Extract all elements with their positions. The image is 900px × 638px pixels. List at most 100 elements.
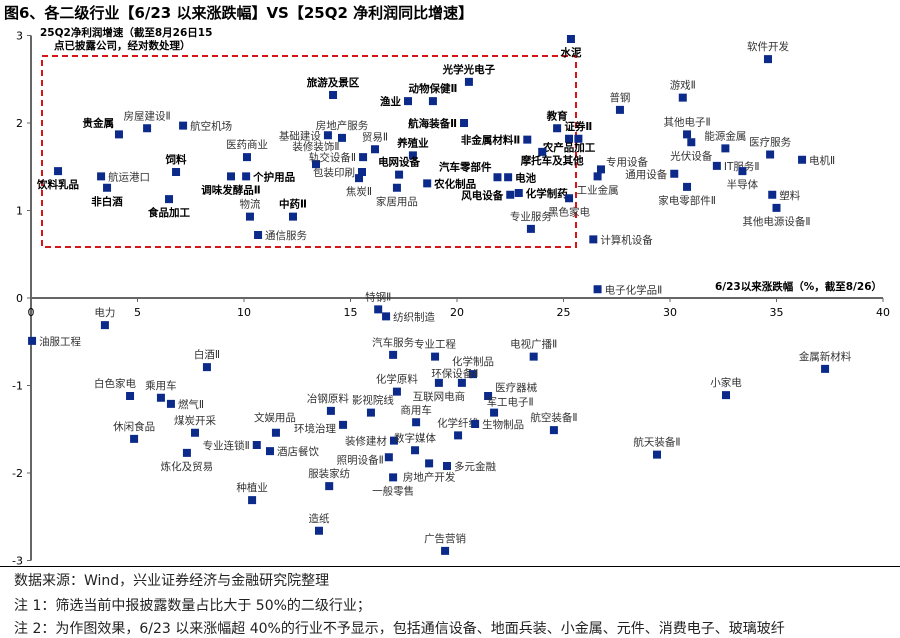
data-point: [329, 91, 338, 99]
data-label: 房屋建设Ⅱ: [123, 109, 170, 122]
data-label: 白酒Ⅱ: [194, 348, 220, 361]
data-label: 电力: [94, 306, 115, 319]
data-label: 汽车零部件: [439, 160, 492, 173]
x-tick-label: 40: [876, 306, 890, 319]
data-label: 航空装备Ⅱ: [530, 411, 577, 424]
data-point: [358, 168, 367, 176]
data-label: 饲料: [165, 153, 187, 166]
x-tick-label: 25: [557, 306, 571, 319]
data-point: [254, 231, 263, 239]
data-label: 文娱用品: [254, 411, 296, 424]
data-point: [593, 285, 602, 294]
data-label: 房地产服务: [316, 119, 369, 132]
footer-divider: [0, 566, 900, 567]
data-label: 照明设备Ⅱ: [337, 453, 384, 466]
data-label: 专业工程: [414, 338, 456, 351]
data-point: [574, 134, 583, 143]
data-point: [389, 350, 398, 359]
data-label: 冶钢原料: [307, 392, 349, 405]
data-point: [326, 406, 335, 415]
data-point: [712, 161, 721, 170]
data-point: [392, 387, 401, 396]
data-point: [504, 173, 513, 182]
data-label: 专业服务: [510, 210, 552, 223]
data-label: 非金属材料Ⅱ: [461, 134, 520, 147]
data-point: [460, 119, 469, 127]
data-point: [143, 124, 152, 133]
data-label: 电视广播Ⅱ: [510, 338, 557, 351]
data-label: 金属新材料: [799, 350, 852, 363]
data-point: [549, 426, 558, 435]
data-point: [408, 151, 417, 160]
x-tick-label: 35: [770, 306, 784, 319]
data-label: 休闲食品: [113, 420, 155, 433]
data-point: [172, 168, 181, 176]
data-point: [514, 189, 523, 197]
data-point: [248, 496, 257, 505]
data-point: [182, 448, 191, 457]
data-point: [271, 428, 280, 437]
data-point: [526, 224, 535, 233]
data-label: 饮料乳品: [36, 178, 79, 191]
data-point: [242, 172, 251, 181]
data-label: 医疗服务: [749, 136, 791, 149]
footnote-1: 注 1：筛选当前中报披露数量占比大于 50%的二级行业；: [14, 598, 371, 614]
data-label: 其他电子Ⅱ: [663, 115, 710, 128]
data-point: [589, 235, 598, 244]
data-point: [425, 459, 434, 468]
data-point: [529, 352, 538, 361]
data-point: [766, 150, 775, 159]
data-label: 食品加工: [147, 206, 190, 219]
data-label: 工业金属: [577, 183, 619, 196]
data-label: 家电零部件Ⅱ: [658, 194, 716, 207]
x-tick-label: 0: [28, 306, 35, 319]
x-tick-label: 5: [134, 306, 141, 319]
data-label: 专业连锁Ⅱ: [203, 439, 250, 452]
data-label: 广告营销: [424, 532, 466, 545]
data-point: [687, 138, 696, 147]
data-point: [28, 336, 37, 345]
x-axis-label: 6/23以来涨跌幅（%，截至8/26）: [715, 280, 882, 293]
data-label: 电机Ⅱ: [809, 154, 835, 167]
data-point: [457, 378, 466, 387]
data-point: [392, 183, 401, 192]
data-point: [374, 305, 383, 314]
data-point: [653, 450, 662, 459]
y-tick-label: -2: [12, 467, 23, 480]
data-point: [423, 179, 432, 188]
data-label: 渔业: [380, 95, 401, 108]
data-label: 家居用品: [376, 195, 418, 208]
x-tick-label: 15: [344, 306, 358, 319]
data-point: [382, 312, 391, 321]
data-point: [493, 173, 502, 182]
x-tick-label: 30: [663, 306, 677, 319]
data-label: 非白酒: [91, 195, 123, 208]
data-point: [370, 145, 379, 154]
data-point: [772, 203, 781, 212]
data-label: 生物制品: [482, 418, 524, 431]
data-point: [442, 462, 451, 470]
data-point: [428, 97, 437, 106]
data-point: [202, 363, 211, 372]
data-point: [288, 212, 297, 221]
data-point: [54, 167, 63, 176]
data-point: [395, 170, 404, 179]
data-label: 酒店餐饮: [277, 445, 319, 458]
data-point: [566, 35, 575, 43]
data-point: [265, 447, 274, 456]
data-label: 农产品加工: [542, 141, 596, 154]
data-label: 互联网电商: [413, 390, 466, 403]
data-label: 白色家电: [94, 377, 136, 390]
data-label: 电池: [515, 171, 536, 184]
data-label: 环境治理: [294, 422, 336, 435]
data-point: [337, 133, 346, 142]
data-label: 电子化学品Ⅱ: [605, 283, 663, 296]
x-tick-label: 20: [450, 306, 464, 319]
data-point: [130, 434, 139, 443]
data-point: [389, 473, 398, 482]
data-point: [683, 130, 692, 139]
data-point: [114, 130, 123, 139]
data-point: [596, 165, 605, 174]
data-label: 半导体: [727, 178, 759, 191]
data-label: 轨交设备Ⅱ: [309, 151, 356, 164]
